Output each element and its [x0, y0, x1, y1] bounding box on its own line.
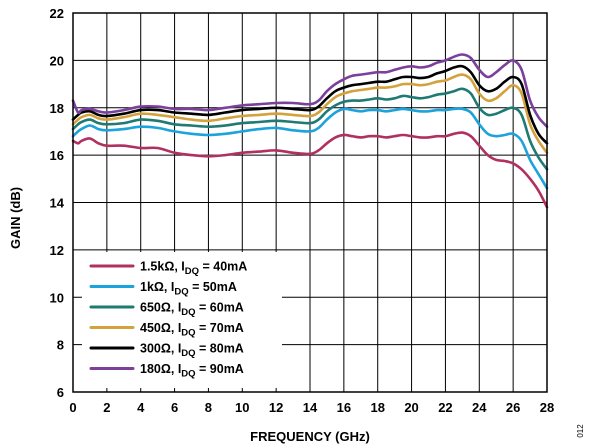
legend-current: = 90mA: [196, 362, 244, 376]
x-axis-title: FREQUENCY (GHz): [250, 429, 370, 444]
y-tick-labels: 6 8 10 12 14 16 18 20 22: [50, 6, 65, 400]
legend-current: = 80mA: [196, 342, 244, 356]
y-tick-label: 10: [50, 290, 64, 305]
series-line-4: [71, 73, 549, 155]
y-tick-label: 12: [50, 243, 64, 258]
series-line-3: [71, 87, 549, 171]
x-tick-label: 4: [137, 400, 145, 415]
legend-subscript: DQ: [174, 287, 188, 298]
legend-entry-1: 1.5kΩ, IDQ = 40mA: [140, 260, 247, 278]
legend-resistor: 1kΩ, I: [140, 280, 174, 294]
legend-resistor: 450Ω, I: [140, 321, 181, 335]
y-tick-label: 8: [57, 338, 64, 353]
x-tick-label: 22: [438, 400, 452, 415]
x-tick-label: 26: [506, 400, 520, 415]
x-tick-label: 14: [303, 400, 318, 415]
legend-subscript: DQ: [181, 348, 195, 359]
x-tick-label: 6: [171, 400, 178, 415]
y-axis-title: GAIN (dB): [8, 187, 23, 249]
legend-box: [82, 252, 282, 388]
legend-subscript: DQ: [181, 307, 195, 318]
legend-subscript: DQ: [185, 266, 199, 277]
series-line-6: [71, 53, 549, 128]
x-tick-label: 10: [235, 400, 249, 415]
x-tick-label: 12: [269, 400, 283, 415]
legend-subscript: DQ: [181, 369, 195, 380]
x-tick-label: 8: [205, 400, 212, 415]
legend-current: = 60mA: [196, 301, 244, 315]
x-tick-label: 16: [337, 400, 351, 415]
legend-entry-4: 450Ω, IDQ = 70mA: [140, 321, 244, 339]
series-line-5: [71, 64, 549, 145]
y-tick-label: 6: [57, 385, 64, 400]
legend-current: = 50mA: [189, 280, 237, 294]
plot-frame: [72, 12, 548, 393]
legend-entry-3: 650Ω, IDQ = 60mA: [140, 301, 244, 319]
legend-current: = 40mA: [199, 260, 247, 274]
legend-entry-2: 1kΩ, IDQ = 50mA: [140, 280, 237, 298]
legend-resistor: 650Ω, I: [140, 301, 181, 315]
x-tick-label: 24: [472, 400, 487, 415]
x-tick-label: 18: [370, 400, 384, 415]
y-tick-label: 14: [50, 196, 65, 211]
y-tick-label: 20: [50, 53, 64, 68]
x-tick-label: 20: [404, 400, 418, 415]
legend-entry-6: 180Ω, IDQ = 90mA: [140, 362, 244, 380]
legend-current: = 70mA: [196, 321, 244, 335]
legend-resistor: 1.5kΩ, I: [140, 260, 185, 274]
y-tick-label: 16: [50, 148, 64, 163]
y-tick-label: 22: [50, 6, 64, 21]
x-tick-label: 28: [540, 400, 554, 415]
figure-number-note: 012: [576, 424, 585, 438]
x-tick-label: 0: [69, 400, 76, 415]
legend-subscript: DQ: [181, 328, 195, 339]
series-lines: [71, 53, 549, 209]
legend-resistor: 180Ω, I: [140, 362, 181, 376]
x-tick-labels: 0 2 4 6 8 10 12 14 16 18 20 22 24 26 28: [69, 400, 554, 415]
x-tick-label: 2: [103, 400, 110, 415]
y-tick-label: 18: [50, 101, 64, 116]
legend-resistor: 300Ω, I: [140, 342, 181, 356]
series-line-2: [71, 107, 549, 190]
legend-entry-5: 300Ω, IDQ = 80mA: [140, 342, 244, 360]
series-line-1: [71, 131, 549, 209]
